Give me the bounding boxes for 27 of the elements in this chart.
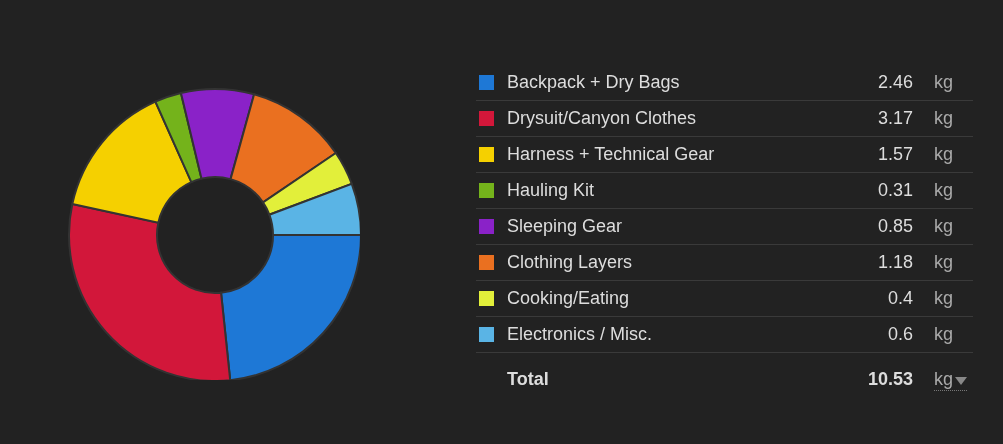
text: kg (934, 180, 954, 200)
data-label: 0.85 (877, 216, 913, 237)
legend-label: Drysuit/Canyon Clothes (507, 108, 697, 129)
text: kg (934, 252, 954, 272)
data-label: 0.31 (877, 180, 913, 201)
text: kg (934, 288, 954, 308)
data-label: 0.6 (887, 324, 913, 345)
legend-label: Clothing Layers (507, 252, 633, 273)
data-label: 0.4 (887, 288, 913, 309)
text: Total (507, 369, 549, 390)
legend-label: Harness + Technical Gear (507, 144, 715, 165)
data-label: 1.57 (877, 144, 913, 165)
text: kg (934, 72, 954, 93)
text: kg (934, 216, 954, 236)
text: kg (934, 324, 954, 344)
legend-label: Sleeping Gear (507, 216, 623, 237)
data-label: 2.46 (877, 72, 913, 93)
data-label: 3.17 (877, 108, 913, 129)
text: 10.53 (867, 369, 913, 390)
text: kg (934, 108, 954, 128)
legend-label: Cooking/Eating (507, 288, 630, 309)
text: kg (934, 369, 954, 389)
legend-label: Electronics / Misc. (507, 324, 653, 345)
data-label: 1.18 (877, 252, 913, 273)
legend-label: Backpack + Dry Bags (507, 72, 680, 93)
text: kg (934, 144, 954, 164)
legend-label: Hauling Kit (507, 180, 595, 201)
